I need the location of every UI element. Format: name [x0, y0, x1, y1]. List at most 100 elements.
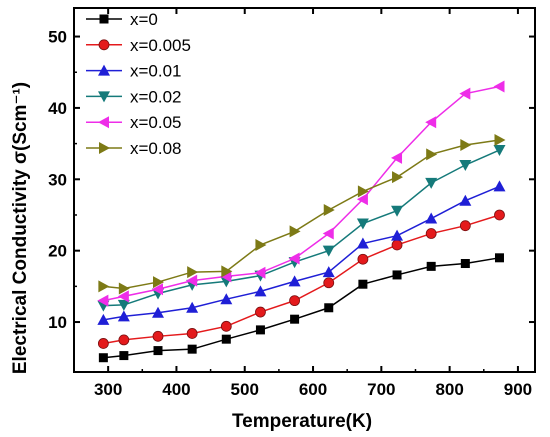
data-point	[392, 171, 404, 184]
data-point	[98, 353, 108, 363]
data-point	[186, 274, 198, 287]
data-point	[255, 238, 267, 251]
data-point	[323, 203, 335, 216]
series-layer	[97, 80, 506, 363]
data-point	[152, 283, 164, 296]
data-point	[391, 229, 404, 241]
data-point	[459, 220, 471, 232]
data-point	[187, 266, 199, 279]
data-point	[255, 306, 266, 318]
legend-label: x=0.02	[130, 87, 182, 106]
data-point	[425, 116, 437, 129]
x-tick-label-600: 600	[299, 380, 327, 399]
data-point	[117, 290, 129, 303]
plot-border	[73, 7, 536, 373]
legend-label: x=0.05	[130, 113, 182, 132]
x-tick-label-300: 300	[94, 380, 122, 399]
data-point	[153, 346, 163, 356]
data-point	[152, 330, 164, 342]
data-point	[322, 266, 335, 278]
data-point	[97, 294, 109, 307]
data-point	[117, 299, 130, 311]
legend-marker	[98, 39, 110, 51]
series-x=0	[98, 253, 504, 363]
data-point	[288, 275, 301, 287]
legend-item-x=0.05: x=0.05	[86, 113, 182, 132]
y-tick-label-50: 50	[48, 28, 67, 47]
legend-label: x=0	[130, 10, 158, 29]
data-point	[426, 148, 438, 161]
legend-item-x=0.02: x=0.02	[86, 87, 182, 106]
legend-label: x=0.005	[130, 36, 191, 55]
data-point	[459, 87, 471, 100]
data-point	[254, 266, 266, 279]
x-tick-label-900: 900	[504, 380, 532, 399]
data-point	[493, 145, 506, 157]
data-point	[117, 310, 130, 322]
data-point	[289, 225, 301, 238]
data-point	[391, 151, 403, 164]
data-point	[460, 139, 472, 152]
plot-frame	[73, 7, 536, 373]
data-point	[460, 259, 470, 269]
data-point	[322, 245, 335, 257]
data-point	[152, 306, 165, 318]
series-x=0.01	[97, 180, 506, 325]
data-point	[119, 351, 129, 361]
data-point	[186, 301, 199, 313]
legend-marker	[98, 64, 110, 76]
data-point	[494, 209, 505, 221]
legend-item-x=0: x=0	[86, 10, 158, 29]
data-point	[254, 285, 267, 297]
data-point	[358, 279, 368, 289]
data-point	[220, 293, 233, 305]
y-tick-label-20: 20	[48, 242, 67, 261]
y-tick-label-40: 40	[48, 99, 67, 118]
legend-item-x=0.08: x=0.08	[86, 139, 182, 158]
data-point	[356, 193, 368, 206]
data-point	[324, 303, 334, 313]
data-point	[494, 253, 504, 263]
data-point	[426, 261, 436, 271]
data-point	[290, 314, 300, 324]
series-line-x=0	[103, 257, 500, 359]
data-point	[391, 239, 403, 251]
data-point	[187, 344, 197, 354]
y-tick-label-10: 10	[48, 313, 67, 332]
data-point	[186, 328, 198, 339]
data-point	[97, 338, 109, 349]
legend-label: x=0.08	[130, 139, 182, 158]
legend-item-x=0.005: x=0.005	[86, 36, 191, 55]
y-axis-title: Electrical Conductivity σ(Scm⁻¹)	[10, 82, 31, 374]
legend-marker	[98, 116, 109, 129]
data-point	[357, 185, 369, 198]
data-point	[289, 295, 300, 307]
data-point	[288, 252, 300, 265]
x-axis-title: Temperature(K)	[232, 411, 372, 432]
data-point	[97, 313, 110, 325]
data-point	[98, 280, 110, 293]
x-tick-label-400: 400	[162, 380, 190, 399]
y-axis: 10 20 30 40 50	[48, 28, 535, 332]
legend-marker	[99, 14, 109, 24]
data-point	[221, 334, 231, 344]
legend-marker	[98, 91, 110, 103]
data-point	[322, 227, 334, 240]
data-point	[425, 212, 438, 224]
x-tick-label-500: 500	[231, 380, 259, 399]
data-point	[357, 253, 369, 265]
data-point	[153, 276, 165, 289]
data-point	[459, 194, 472, 206]
y-tick-label-30: 30	[48, 170, 67, 189]
legend-item-x=0.01: x=0.01	[86, 62, 182, 81]
data-point	[494, 134, 506, 147]
data-point	[323, 277, 335, 289]
series-x=0.08	[98, 134, 506, 295]
data-point	[493, 80, 505, 93]
data-point	[392, 270, 402, 280]
data-point	[255, 325, 265, 335]
data-point	[425, 228, 437, 239]
legend-label: x=0.01	[130, 62, 182, 81]
data-point	[493, 180, 506, 192]
